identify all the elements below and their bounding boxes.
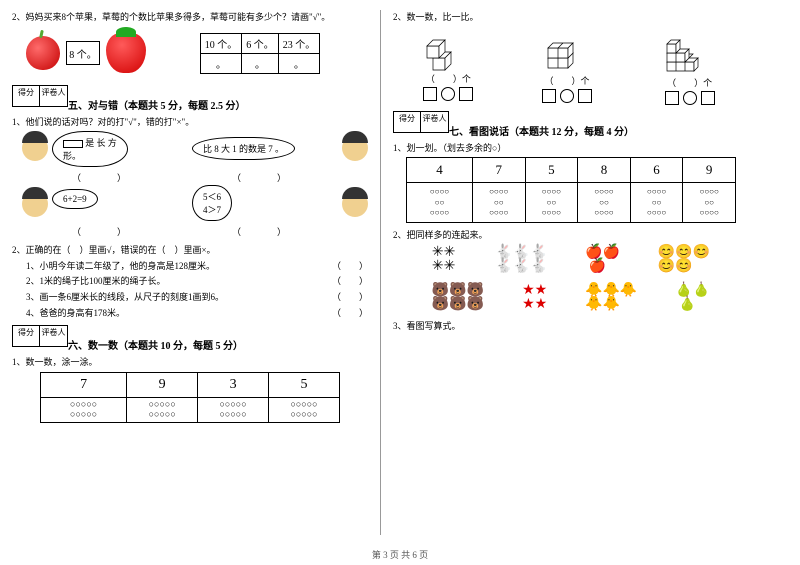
num-head: 9 <box>683 158 736 183</box>
choice-blank[interactable]: 。 <box>278 53 320 73</box>
face-icon <box>342 135 368 161</box>
section-6-title: 六、数一数（本题共 10 分，每题 5 分） <box>68 337 368 352</box>
count-head: 9 <box>127 372 198 397</box>
circles-cell[interactable]: ○○○○ ○○ ○○○○ <box>630 183 683 223</box>
shape-circle[interactable] <box>441 87 455 101</box>
choice-blank[interactable]: 。 <box>242 53 279 73</box>
speech-bubble-4: 5＜6 4＞7 <box>192 185 232 221</box>
circle-cell[interactable]: ○○○○○ ○○○○○ <box>41 397 127 422</box>
shape-square[interactable] <box>665 91 679 105</box>
num-head: 6 <box>630 158 683 183</box>
suns-icon: ✳✳✳✳ <box>432 246 457 274</box>
l-q2: 2、妈妈买来8个苹果，草莓的个数比苹果多得多，草莓可能有多少个？请画"√"。 <box>12 11 368 24</box>
cross-out-table: 4 7 5 8 6 9 ○○○○ ○○ ○○○○ ○○○○ ○○ ○○○○ ○○… <box>406 157 736 223</box>
shape-square[interactable] <box>542 89 556 103</box>
s6-q1: 1、数一数，涂一涂。 <box>12 356 368 369</box>
choice-cell[interactable]: 10 个。 <box>200 33 242 53</box>
r-q2: 2、数一数，比一比。 <box>393 11 749 24</box>
score-cell: 得分 <box>12 85 40 107</box>
shape-square[interactable] <box>701 91 715 105</box>
tf-paren[interactable]: （ ） <box>332 291 368 304</box>
tf-paren[interactable]: （ ） <box>332 307 368 320</box>
s7-q3: 3、看图写算式。 <box>393 320 749 333</box>
s7-q2: 2、把同样多的连起来。 <box>393 229 749 242</box>
cube-paren[interactable]: （ ）个 <box>540 74 594 87</box>
stars-icon: ★★★★ <box>522 284 547 312</box>
bubble-text: 5＜6 <box>203 192 221 202</box>
s7-q1: 1、划一划。（划去多余的○） <box>393 142 749 155</box>
strawberry-choice-table: 10 个。 6 个。 23 个。 。 。 。 <box>200 33 321 74</box>
cube-paren[interactable]: （ ）个 <box>423 72 473 85</box>
match-row-bottom[interactable]: 🐻🐻🐻🐻🐻🐻 ★★★★ 🐥🐥🐥🐥🐥 🍐🍐 🍐 <box>413 284 729 312</box>
shape-square[interactable] <box>459 87 473 101</box>
tf-item: 3、画一条6厘米长的线段，从尺子的刻度1画到6。 <box>26 291 224 304</box>
bubble-text: 形。 <box>63 151 81 161</box>
strawberry-icon <box>106 33 146 73</box>
shape-circle[interactable] <box>683 91 697 105</box>
tf-paren[interactable]: （ ） <box>332 275 368 288</box>
speech-bubble-3: 6+2=9 <box>52 189 98 209</box>
grader-cell: 评卷人 <box>40 325 68 347</box>
tf-paren[interactable]: （ ） <box>332 260 368 273</box>
choice-blank[interactable]: 。 <box>200 53 242 73</box>
cube-group-2: （ ）个 <box>540 30 594 103</box>
shape-circle[interactable] <box>560 89 574 103</box>
apple-icon <box>26 36 60 70</box>
rabbits-icon: 🐇🐇🐇🐇🐇🐇 <box>495 246 547 274</box>
tf-item: 2、1米的绳子比100厘米的绳子长。 <box>26 275 166 288</box>
circles-cell[interactable]: ○○○○ ○○ ○○○○ <box>407 183 473 223</box>
match-row-top[interactable]: ✳✳✳✳ 🐇🐇🐇🐇🐇🐇 🍎🍎 🍎 😊😊😊😊😊 <box>413 246 729 274</box>
circles-cell[interactable]: ○○○○ ○○ ○○○○ <box>525 183 578 223</box>
count-head: 7 <box>41 372 127 397</box>
s5-q1: 1、他们说的话对吗？对的打"√"，错的打"×"。 <box>12 116 368 129</box>
apple-count-box: 8 个。 <box>66 41 100 65</box>
answer-paren[interactable]: （ ） <box>232 225 292 238</box>
chicks-icon: 🐥🐥🐥🐥🐥 <box>585 284 637 312</box>
apples-icon: 🍎🍎 🍎 <box>585 246 620 274</box>
num-head: 4 <box>407 158 473 183</box>
circles-cell[interactable]: ○○○○ ○○ ○○○○ <box>683 183 736 223</box>
section-7-title: 七、看图说话（本题共 12 分，每题 4 分） <box>449 123 749 138</box>
speech-bubble-1: 是 长 方 形。 <box>52 131 128 167</box>
bubble-text: 是 长 方 <box>85 138 117 148</box>
num-head: 5 <box>525 158 578 183</box>
score-cell: 得分 <box>393 111 421 133</box>
tf-item: 1、小明今年读二年级了，他的身高是128厘米。 <box>26 260 215 273</box>
score-cell: 得分 <box>12 325 40 347</box>
answer-paren[interactable]: （ ） <box>72 171 132 184</box>
circles-cell[interactable]: ○○○○ ○○ ○○○○ <box>578 183 631 223</box>
num-head: 8 <box>578 158 631 183</box>
cube-paren[interactable]: （ ）个 <box>661 76 719 89</box>
circle-cell[interactable]: ○○○○○ ○○○○○ <box>269 397 340 422</box>
shape-square[interactable] <box>423 87 437 101</box>
cube-group-1: （ ）个 <box>423 32 473 101</box>
answer-paren[interactable]: （ ） <box>72 225 132 238</box>
answer-paren[interactable]: （ ） <box>232 171 292 184</box>
cube-group-3: （ ）个 <box>661 28 719 105</box>
face-icon <box>342 191 368 217</box>
speech-bubble-2: 比 8 大 1 的数是 7 。 <box>192 137 295 160</box>
grader-cell: 评卷人 <box>421 111 449 133</box>
grader-cell: 评卷人 <box>40 85 68 107</box>
section-5-title: 五、对与错（本题共 5 分，每题 2.5 分） <box>68 97 368 112</box>
shape-square[interactable] <box>578 89 592 103</box>
count-head: 3 <box>198 372 269 397</box>
bubble-text: 4＞7 <box>203 205 221 215</box>
choice-cell[interactable]: 23 个。 <box>278 33 320 53</box>
face-icon <box>22 135 48 161</box>
count-color-table: 7 9 3 5 ○○○○○ ○○○○○ ○○○○○ ○○○○○ ○○○○○ ○○… <box>40 372 340 423</box>
page-footer: 第 3 页 共 6 页 <box>0 548 800 561</box>
s5-q2: 2、正确的在（ ）里画√，错误的在（ ）里画×。 <box>12 244 368 257</box>
tf-item: 4、爸爸的身高有178米。 <box>26 307 125 320</box>
pears-icon: 🍐🍐 🍐 <box>675 284 710 312</box>
circle-cell[interactable]: ○○○○○ ○○○○○ <box>127 397 198 422</box>
face-icon <box>22 191 48 217</box>
circles-cell[interactable]: ○○○○ ○○ ○○○○ <box>472 183 525 223</box>
num-head: 7 <box>472 158 525 183</box>
smileys-icon: 😊😊😊😊😊 <box>658 246 710 274</box>
choice-cell[interactable]: 6 个。 <box>242 33 279 53</box>
bears-icon: 🐻🐻🐻🐻🐻🐻 <box>432 284 484 312</box>
count-head: 5 <box>269 372 340 397</box>
circle-cell[interactable]: ○○○○○ ○○○○○ <box>198 397 269 422</box>
